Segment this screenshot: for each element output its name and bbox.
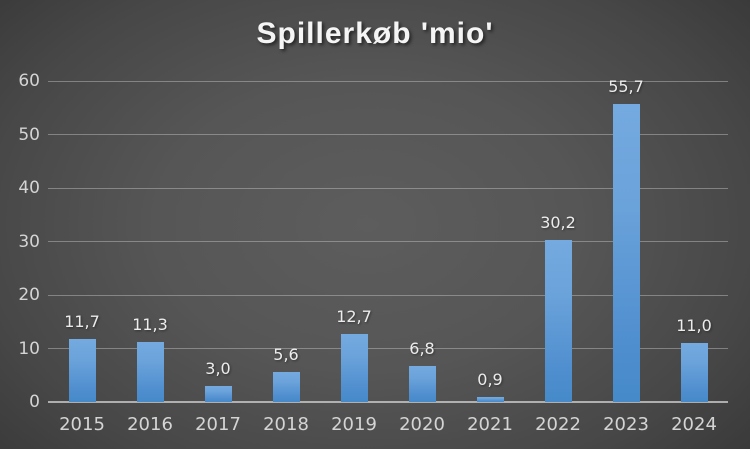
bar-value-label-2020: 6,8 [409, 339, 435, 358]
gridline-10 [48, 348, 728, 349]
bar-value-label-2021: 0,9 [477, 370, 503, 389]
y-axis-label-50: 50 [18, 124, 40, 145]
y-axis-label-10: 10 [18, 338, 40, 359]
bar-value-label-2015: 11,7 [64, 312, 100, 331]
x-axis-label-2018: 2018 [263, 414, 309, 435]
bar-2022 [544, 240, 572, 402]
bar-2024 [680, 343, 708, 402]
x-axis-label-2022: 2022 [535, 414, 581, 435]
bar-2018 [272, 372, 300, 402]
bar-2015 [68, 339, 96, 402]
bar-2023 [612, 104, 640, 402]
x-axis-label-2017: 2017 [195, 414, 241, 435]
y-axis-label-20: 20 [18, 285, 40, 305]
x-axis-label-2016: 2016 [127, 414, 173, 435]
gridline-30 [48, 241, 728, 242]
x-axis-label-2021: 2021 [467, 414, 513, 435]
y-axis-label-60: 60 [18, 71, 40, 91]
y-axis-label-30: 30 [18, 231, 40, 252]
gridline-50 [48, 134, 728, 135]
gridline-60 [48, 80, 728, 82]
bar-value-label-2024: 11,0 [676, 316, 712, 335]
bar-value-label-2016: 11,3 [132, 315, 168, 334]
x-axis-label-2024: 2024 [671, 414, 717, 435]
bar-value-label-2022: 30,2 [540, 213, 576, 232]
bar-2019 [340, 334, 368, 402]
gridline-40 [48, 187, 728, 189]
bar-2016 [136, 342, 164, 402]
bar-value-label-2018: 5,6 [273, 345, 299, 364]
bar-value-label-2019: 12,7 [336, 307, 372, 326]
bar-2017 [204, 386, 232, 402]
x-axis-line [48, 401, 728, 403]
x-axis-label-2019: 2019 [331, 414, 377, 435]
x-axis-label-2020: 2020 [399, 414, 445, 435]
gridline-20 [48, 294, 728, 296]
x-axis-label-2015: 2015 [59, 414, 105, 435]
bar-value-label-2023: 55,7 [608, 77, 644, 96]
bar-2020 [408, 366, 436, 402]
x-axis-label-2023: 2023 [603, 414, 649, 435]
y-axis-label-40: 40 [18, 178, 40, 198]
bar-value-label-2017: 3,0 [205, 359, 231, 378]
chart-title: Spillerkøb 'mio' [256, 17, 494, 50]
y-axis-label-0: 0 [29, 392, 40, 412]
bar-2021 [476, 397, 504, 402]
